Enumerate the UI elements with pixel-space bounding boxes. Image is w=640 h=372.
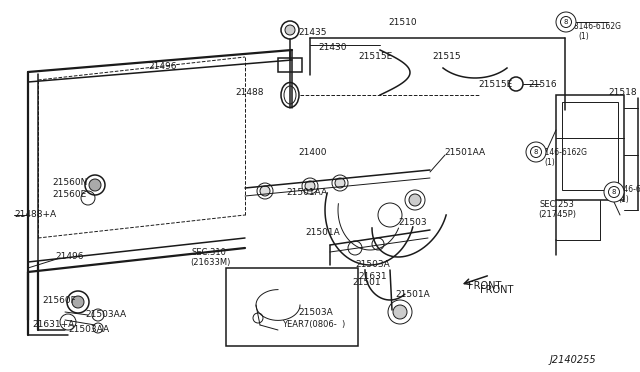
Circle shape xyxy=(72,296,84,308)
Text: 21503A: 21503A xyxy=(298,308,333,317)
Text: 21400: 21400 xyxy=(298,148,326,157)
Text: 21435: 21435 xyxy=(298,28,326,37)
Text: 21501AA: 21501AA xyxy=(286,188,327,197)
Text: (21745P): (21745P) xyxy=(538,210,576,219)
Text: SEC.310: SEC.310 xyxy=(192,248,227,257)
Text: 21501A: 21501A xyxy=(395,290,429,299)
Bar xyxy=(226,268,358,346)
Text: 21631: 21631 xyxy=(358,272,387,281)
Text: 21518: 21518 xyxy=(608,88,637,97)
Circle shape xyxy=(604,182,624,202)
Text: FRONT: FRONT xyxy=(468,281,501,291)
Text: 21496: 21496 xyxy=(55,252,83,261)
Text: 21631+A: 21631+A xyxy=(32,320,74,329)
Bar xyxy=(556,95,624,200)
Text: 21516: 21516 xyxy=(528,80,557,89)
Text: 21503AA: 21503AA xyxy=(68,325,109,334)
Circle shape xyxy=(89,179,101,191)
Circle shape xyxy=(260,186,270,196)
Text: YEAR7(0806-  ): YEAR7(0806- ) xyxy=(282,320,345,329)
Text: 21488: 21488 xyxy=(235,88,264,97)
Text: 21496: 21496 xyxy=(148,62,177,71)
Text: (1): (1) xyxy=(618,195,628,204)
Circle shape xyxy=(285,25,295,35)
Text: 21501A: 21501A xyxy=(305,228,340,237)
Text: 21488+A: 21488+A xyxy=(14,210,56,219)
Text: 21503A: 21503A xyxy=(355,260,390,269)
Text: 21430: 21430 xyxy=(318,43,346,52)
Text: 21501AA: 21501AA xyxy=(444,148,485,157)
Text: 8: 8 xyxy=(534,149,538,155)
Text: 21501: 21501 xyxy=(352,278,381,287)
Text: 21510: 21510 xyxy=(388,18,417,27)
Text: (21633M): (21633M) xyxy=(190,258,230,267)
Bar xyxy=(278,58,302,72)
Text: 21503AA: 21503AA xyxy=(85,310,126,319)
Text: (1): (1) xyxy=(544,158,555,167)
Text: 08146-6162G: 08146-6162G xyxy=(610,185,640,194)
Circle shape xyxy=(335,178,345,188)
Text: 21503: 21503 xyxy=(398,218,427,227)
Text: 21515E: 21515E xyxy=(358,52,392,61)
Text: 21515E: 21515E xyxy=(478,80,512,89)
Text: 08146-6162G: 08146-6162G xyxy=(570,22,622,31)
Circle shape xyxy=(526,142,546,162)
Text: (1): (1) xyxy=(578,32,589,41)
Text: 08146-6162G: 08146-6162G xyxy=(536,148,588,157)
Circle shape xyxy=(556,12,576,32)
Text: J2140255: J2140255 xyxy=(550,355,596,365)
Text: 8: 8 xyxy=(564,19,568,25)
Text: 8: 8 xyxy=(612,189,616,195)
Circle shape xyxy=(305,181,315,191)
Text: 21515: 21515 xyxy=(432,52,461,61)
Circle shape xyxy=(409,194,421,206)
Text: SEC.253: SEC.253 xyxy=(540,200,575,209)
Text: 21560F: 21560F xyxy=(42,296,76,305)
Text: 21560N: 21560N xyxy=(52,178,88,187)
Bar xyxy=(562,102,618,190)
Text: 21560E: 21560E xyxy=(52,190,86,199)
Text: FRONT: FRONT xyxy=(480,285,513,295)
Circle shape xyxy=(393,305,407,319)
